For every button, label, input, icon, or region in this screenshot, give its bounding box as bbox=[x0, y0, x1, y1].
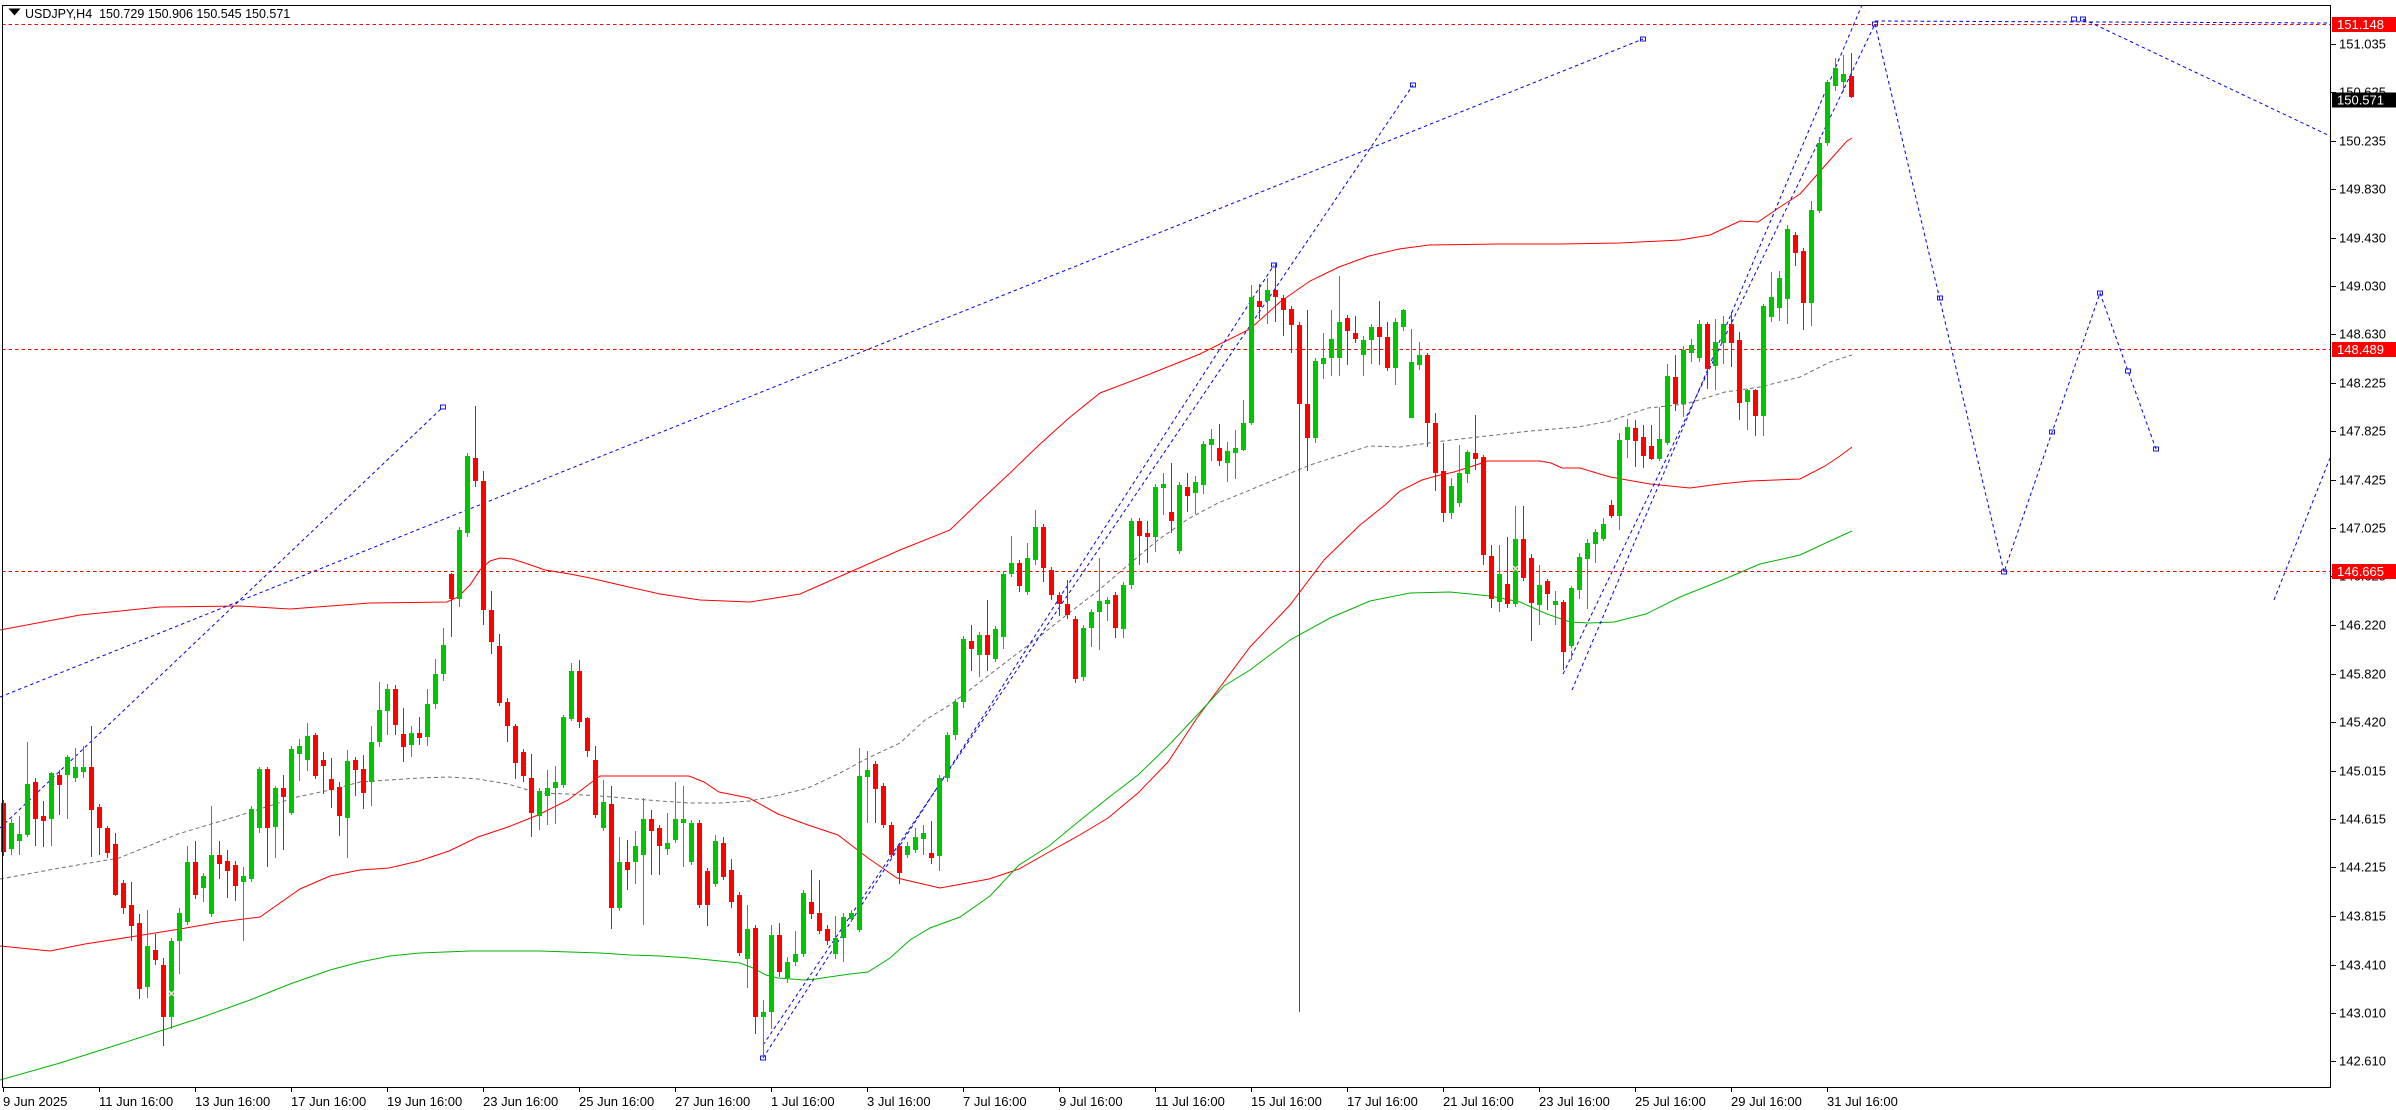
svg-text:149.030: 149.030 bbox=[2339, 279, 2386, 294]
svg-text:146.665: 146.665 bbox=[2337, 564, 2384, 579]
svg-text:13 Jun 16:00: 13 Jun 16:00 bbox=[195, 1094, 270, 1109]
svg-text:147.425: 147.425 bbox=[2339, 473, 2386, 488]
svg-text:148.489: 148.489 bbox=[2337, 342, 2384, 357]
svg-text:143.410: 143.410 bbox=[2339, 958, 2386, 973]
svg-text:29 Jul 16:00: 29 Jul 16:00 bbox=[1731, 1094, 1802, 1109]
svg-text:147.825: 147.825 bbox=[2339, 424, 2386, 439]
svg-text:145.420: 145.420 bbox=[2339, 715, 2386, 730]
svg-text:145.015: 145.015 bbox=[2339, 764, 2386, 779]
svg-text:17 Jul 16:00: 17 Jul 16:00 bbox=[1347, 1094, 1418, 1109]
svg-text:148.225: 148.225 bbox=[2339, 376, 2386, 391]
svg-text:145.820: 145.820 bbox=[2339, 667, 2386, 682]
svg-text:9 Jun 2025: 9 Jun 2025 bbox=[3, 1094, 67, 1109]
svg-text:3 Jul 16:00: 3 Jul 16:00 bbox=[867, 1094, 931, 1109]
svg-text:19 Jun 16:00: 19 Jun 16:00 bbox=[387, 1094, 462, 1109]
svg-text:147.025: 147.025 bbox=[2339, 521, 2386, 536]
svg-text:11 Jun 16:00: 11 Jun 16:00 bbox=[99, 1094, 173, 1109]
svg-text:143.815: 143.815 bbox=[2339, 909, 2386, 924]
svg-text:25 Jul 16:00: 25 Jul 16:00 bbox=[1635, 1094, 1706, 1109]
svg-text:1 Jul 16:00: 1 Jul 16:00 bbox=[771, 1094, 835, 1109]
svg-text:151.148: 151.148 bbox=[2337, 17, 2384, 32]
svg-text:143.010: 143.010 bbox=[2339, 1006, 2386, 1021]
svg-text:21 Jul 16:00: 21 Jul 16:00 bbox=[1443, 1094, 1514, 1109]
svg-text:146.220: 146.220 bbox=[2339, 618, 2386, 633]
svg-text:31 Jul 16:00: 31 Jul 16:00 bbox=[1827, 1094, 1898, 1109]
svg-text:150.571: 150.571 bbox=[2337, 93, 2384, 108]
svg-text:23 Jun 16:00: 23 Jun 16:00 bbox=[483, 1094, 558, 1109]
svg-text:11 Jul 16:00: 11 Jul 16:00 bbox=[1155, 1094, 1225, 1109]
svg-text:15 Jul 16:00: 15 Jul 16:00 bbox=[1251, 1094, 1322, 1109]
svg-text:25 Jun 16:00: 25 Jun 16:00 bbox=[579, 1094, 654, 1109]
svg-text:150.235: 150.235 bbox=[2339, 134, 2386, 149]
svg-text:9 Jul 16:00: 9 Jul 16:00 bbox=[1059, 1094, 1123, 1109]
svg-text:148.630: 148.630 bbox=[2339, 327, 2386, 342]
svg-text:144.215: 144.215 bbox=[2339, 860, 2386, 875]
svg-text:27 Jun 16:00: 27 Jun 16:00 bbox=[675, 1094, 750, 1109]
svg-text:149.430: 149.430 bbox=[2339, 231, 2386, 246]
svg-text:17 Jun 16:00: 17 Jun 16:00 bbox=[291, 1094, 366, 1109]
svg-text:7 Jul 16:00: 7 Jul 16:00 bbox=[963, 1094, 1027, 1109]
svg-text:23 Jul 16:00: 23 Jul 16:00 bbox=[1539, 1094, 1610, 1109]
svg-text:144.615: 144.615 bbox=[2339, 812, 2386, 827]
svg-text:151.035: 151.035 bbox=[2339, 37, 2386, 52]
svg-text:USDJPY,H4 150.729 150.906 150: USDJPY,H4 150.729 150.906 150.545 150.57… bbox=[25, 7, 290, 21]
svg-text:142.610: 142.610 bbox=[2339, 1054, 2386, 1069]
svg-text:149.830: 149.830 bbox=[2339, 182, 2386, 197]
